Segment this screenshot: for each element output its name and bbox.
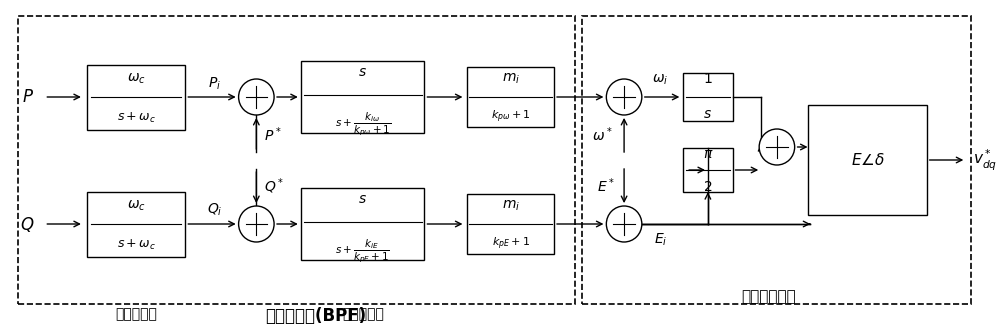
Text: $s+\dfrac{k_{i\omega}}{k_{p\omega}+1}$: $s+\dfrac{k_{i\omega}}{k_{p\omega}+1}$ [335, 110, 391, 138]
Text: 参考电压生成: 参考电压生成 [742, 290, 796, 304]
Text: $s+\omega_c$: $s+\omega_c$ [117, 238, 156, 252]
Text: $m_i$: $m_i$ [502, 72, 520, 86]
Text: 带通滤波器(BPF): 带通滤波器(BPF) [265, 307, 366, 325]
Bar [301, 188, 424, 260]
Text: $k_{pE}+1$: $k_{pE}+1$ [492, 236, 530, 252]
Text: $\omega_i$: $\omega_i$ [652, 73, 669, 87]
Text: $v_{dq}^*$: $v_{dq}^*$ [973, 147, 997, 173]
Text: 低通滤波器: 低通滤波器 [115, 307, 157, 321]
Text: $\omega_c$: $\omega_c$ [127, 199, 145, 213]
Circle shape [606, 79, 642, 115]
Bar [683, 148, 733, 192]
Text: $m_i$: $m_i$ [502, 199, 520, 213]
Bar [808, 105, 927, 215]
Text: $P$: $P$ [22, 88, 34, 106]
Text: 高通滤波器: 高通滤波器 [342, 307, 384, 321]
Text: $Q^*$: $Q^*$ [264, 176, 284, 196]
Bar [301, 61, 424, 133]
Text: $P_i$: $P_i$ [208, 76, 221, 92]
Text: $s+\dfrac{k_{iE}}{k_{pE}+1}$: $s+\dfrac{k_{iE}}{k_{pE}+1}$ [335, 237, 390, 265]
Bar [87, 64, 185, 129]
Text: $s$: $s$ [703, 107, 712, 121]
Text: $s+\omega_c$: $s+\omega_c$ [117, 111, 156, 125]
Text: $\omega^*$: $\omega^*$ [592, 126, 613, 144]
Text: $E_i$: $E_i$ [654, 232, 667, 248]
Text: $1$: $1$ [703, 72, 713, 86]
Circle shape [759, 129, 795, 165]
Text: $s$: $s$ [358, 192, 367, 206]
Text: $2$: $2$ [703, 180, 713, 194]
Text: $Q_i$: $Q_i$ [207, 202, 223, 218]
Bar [87, 192, 185, 257]
Circle shape [239, 206, 274, 242]
Bar [582, 16, 971, 304]
Text: $E^*$: $E^*$ [597, 177, 615, 195]
Text: $\pi$: $\pi$ [703, 147, 713, 161]
Circle shape [239, 79, 274, 115]
Text: $Q$: $Q$ [20, 214, 35, 233]
Circle shape [606, 206, 642, 242]
Bar [467, 194, 554, 254]
Text: $P^*$: $P^*$ [264, 126, 282, 144]
Text: $E\angle\delta$: $E\angle\delta$ [851, 152, 885, 168]
Text: $\omega_c$: $\omega_c$ [127, 72, 145, 86]
Text: $k_{p\omega}+1$: $k_{p\omega}+1$ [491, 109, 531, 125]
Bar [18, 16, 575, 304]
Text: $s$: $s$ [358, 65, 367, 79]
Bar [467, 67, 554, 127]
Bar [683, 73, 733, 121]
